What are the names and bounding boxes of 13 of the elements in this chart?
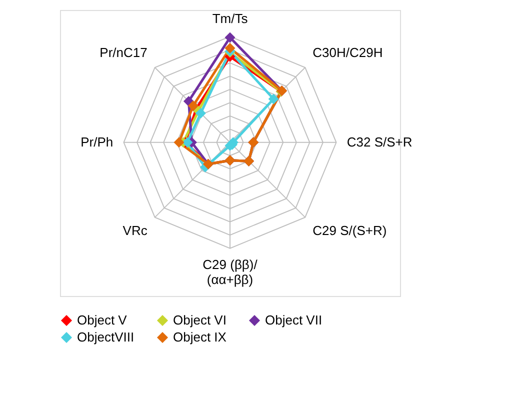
spoke-label: Tm/Ts: [212, 10, 248, 26]
spoke-label: C32 S/S+R: [346, 134, 412, 150]
spoke-label: C29 S/(S+R): [312, 222, 387, 238]
spoke-label: VRc: [122, 222, 148, 238]
legend-label: ObjectVIII: [77, 330, 134, 344]
spoke-label: Pr/nC17: [100, 45, 148, 60]
spoke-label: C29 (ββ)/ (αα+ββ): [202, 256, 258, 287]
legend-label: Object IX: [173, 330, 227, 344]
spoke-label: Pr/Ph: [80, 134, 114, 150]
spoke-label: C30H/C29H: [312, 45, 383, 60]
legend-label: Object VI: [173, 312, 226, 328]
legend-label: Object V: [77, 312, 128, 328]
legend-label: Object VII: [265, 312, 322, 328]
